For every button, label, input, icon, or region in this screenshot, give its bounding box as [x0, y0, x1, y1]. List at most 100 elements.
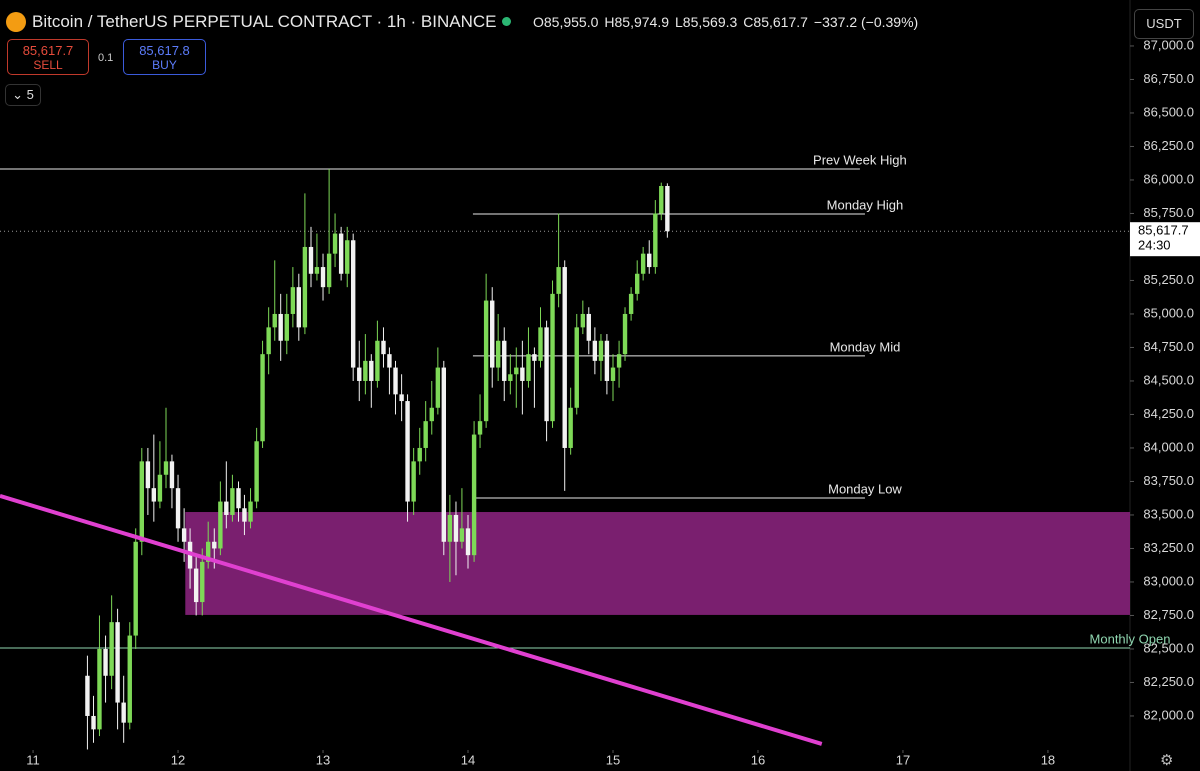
candle-body	[447, 514, 453, 542]
candle-body	[85, 675, 90, 716]
candle-body	[453, 514, 459, 542]
y-tick-label: 85,000.0	[1143, 305, 1194, 320]
ohlc-value: −337.2 (−0.39%)	[813, 14, 919, 30]
x-tick-label: 12	[171, 752, 185, 767]
y-tick-label: 87,000.0	[1143, 37, 1194, 52]
candle-body	[574, 327, 579, 408]
candle-body	[97, 648, 102, 730]
market-status	[502, 17, 511, 26]
candle-body	[495, 340, 501, 368]
candle-body	[520, 367, 525, 381]
candle-body	[477, 421, 483, 435]
candle-body	[133, 541, 138, 636]
last-price-label: 85,617.7	[1138, 223, 1189, 238]
candle-body	[532, 354, 537, 361]
candle-body	[405, 401, 410, 502]
candle-body	[308, 246, 314, 274]
candle-body	[586, 313, 591, 341]
candle-body	[212, 541, 217, 549]
candle-body	[635, 273, 640, 294]
level-label: Monday High	[827, 197, 904, 212]
coin-icon	[6, 12, 26, 32]
candle-body	[302, 246, 308, 328]
candle-body	[483, 300, 489, 422]
candle-body	[363, 360, 368, 381]
candle-body	[248, 501, 253, 522]
candle-body	[435, 367, 441, 408]
candle-body	[350, 240, 356, 368]
candle-body	[423, 421, 428, 448]
candle-body	[127, 635, 132, 723]
candle-body	[157, 474, 163, 502]
y-tick-label: 82,750.0	[1143, 607, 1194, 622]
candle-body	[284, 313, 289, 341]
candle-body	[429, 407, 434, 422]
candle-body	[193, 568, 199, 603]
indicator-count: 5	[26, 87, 34, 102]
y-tick-label: 82,500.0	[1143, 640, 1194, 655]
candle-body	[205, 541, 211, 562]
candle-body	[659, 185, 664, 214]
candle-body	[562, 267, 567, 448]
candle-body	[115, 622, 120, 703]
level-label: Monday Mid	[830, 339, 901, 354]
buy-button[interactable]: 85,617.8 BUY	[123, 39, 206, 75]
y-tick-label: 82,250.0	[1143, 674, 1194, 689]
candle-body	[103, 648, 108, 676]
candle-body	[610, 367, 616, 381]
candle-body	[272, 313, 277, 328]
candle-body	[393, 367, 398, 395]
candle-body	[514, 367, 519, 375]
candle-body	[224, 501, 229, 515]
candle-body	[508, 374, 513, 381]
ohlc-value: C85,617.7	[743, 14, 808, 30]
candle-body	[369, 360, 374, 381]
symbol-title[interactable]: Bitcoin / TetherUS PERPETUAL CONTRACT · …	[32, 12, 497, 31]
indicator-toggle[interactable]: ⌄ 5	[5, 84, 41, 106]
candle-body	[151, 488, 157, 502]
candle-body	[326, 253, 332, 288]
candle-body	[218, 501, 223, 549]
candle-body	[169, 461, 175, 489]
sell-label: SELL	[33, 58, 63, 72]
candle-body	[332, 233, 338, 254]
candle-body	[345, 240, 350, 274]
y-tick-label: 86,500.0	[1143, 104, 1194, 119]
candle-body	[604, 340, 610, 381]
candle-body	[254, 441, 259, 502]
candle-body	[417, 447, 422, 462]
ohlc-legend: O85,955.0 H85,974.9 L85,569.3 C85,617.7 −337…	[533, 14, 924, 30]
candle-body	[628, 293, 634, 314]
candle-body	[411, 461, 416, 502]
sell-price: 85,617.7	[22, 43, 74, 58]
candle-body	[592, 340, 598, 361]
candle-body	[375, 340, 380, 381]
candle-body	[622, 313, 628, 355]
candle-body	[459, 528, 465, 542]
ohlc-value: H85,974.9	[604, 14, 669, 30]
candle-body	[236, 488, 241, 509]
candle-body	[175, 488, 181, 529]
x-tick-label: 15	[606, 752, 620, 767]
y-tick-label: 82,000.0	[1143, 707, 1194, 722]
settings-icon[interactable]: ⚙	[1160, 752, 1174, 769]
candle-body	[320, 267, 326, 288]
candle-body	[121, 702, 126, 723]
y-tick-label: 84,750.0	[1143, 339, 1194, 354]
ohlc-value: O85,955.0	[533, 14, 599, 30]
currency-selector[interactable]: USDT	[1134, 9, 1194, 39]
candle-body	[296, 287, 302, 328]
x-tick-label: 17	[896, 752, 910, 767]
countdown: 24:30	[1138, 238, 1171, 253]
candle-body	[314, 267, 320, 274]
y-tick-label: 84,000.0	[1143, 439, 1194, 454]
candle-body	[290, 287, 296, 314]
candle-body	[145, 461, 151, 489]
candle-body	[441, 367, 446, 542]
ohlc-value: L85,569.3	[675, 14, 738, 30]
candle-body	[338, 233, 344, 274]
candle-body	[640, 253, 646, 274]
x-tick-label: 16	[751, 752, 765, 767]
x-tick-label: 13	[316, 752, 330, 767]
sell-button[interactable]: 85,617.7 SELL	[7, 39, 89, 75]
